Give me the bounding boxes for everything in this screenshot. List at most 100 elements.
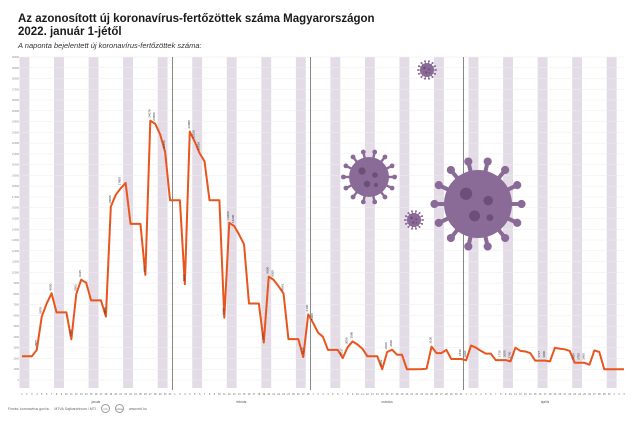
virus-spot <box>428 72 431 74</box>
day-tick-label: 23 <box>129 393 132 396</box>
y-tick-label: 6000 <box>13 314 19 317</box>
weekend-stripe <box>295 57 306 388</box>
virus-spot <box>415 222 418 224</box>
day-tick-label: 14 <box>238 393 241 396</box>
data-label: 1830 <box>458 349 462 356</box>
day-tick-label: 22 <box>124 393 127 396</box>
day-tick-label: 5 <box>194 393 196 396</box>
weekend-stripe <box>123 57 134 388</box>
day-tick-label: 8 <box>347 393 349 396</box>
day-tick-label: 16 <box>248 393 251 396</box>
virus-large-icon <box>430 157 526 251</box>
virus-spot <box>483 195 493 206</box>
virus-spike-tip <box>382 194 388 200</box>
day-tick-label: 28 <box>307 393 310 396</box>
day-tick-label: 23 <box>573 393 576 396</box>
day-tick-label: 28 <box>598 393 601 396</box>
day-tick-label: 11 <box>223 393 226 396</box>
data-label: 2128 <box>300 347 304 354</box>
virus-spot <box>412 221 415 224</box>
virus-spike-tip <box>404 222 407 225</box>
y-tick-label: 30000 <box>12 56 20 59</box>
virus-spike-tip <box>417 69 420 71</box>
data-label: 1002 <box>379 359 383 366</box>
data-labels: 2805 5879 8050 7983 9315 3785 5886 16095 17800 97… <box>34 109 586 366</box>
day-tick-label: 1 <box>312 393 314 396</box>
weekend-stripe <box>192 57 203 388</box>
weekend-stripe <box>364 57 375 388</box>
y-tick-label: 19000 <box>12 174 20 177</box>
day-tick-label: 26 <box>144 393 147 396</box>
grid-lines <box>22 56 624 381</box>
virus-spike-tip <box>464 157 473 166</box>
data-label: 9600 <box>266 267 270 274</box>
day-tick-label: 8 <box>500 393 502 396</box>
day-tick-label: 7 <box>204 393 206 396</box>
footer-source: Forrás: koronavirus.gov.hu <box>8 406 50 411</box>
virus-spike-tip <box>343 163 349 169</box>
day-tick-label: 22 <box>568 393 571 396</box>
day-tick-label: 15 <box>90 393 93 396</box>
data-label: 2805 <box>34 340 38 347</box>
virus-spike-tip <box>501 233 510 243</box>
data-label: 17800 <box>118 177 122 186</box>
chart-subtitle: A naponta bejelentett új koronavírus-fer… <box>18 41 202 50</box>
virus-spike-tip <box>501 165 510 175</box>
weekend-stripe <box>503 57 513 388</box>
day-tick-label: 12 <box>519 393 522 396</box>
y-tick-label: 23000 <box>12 131 20 134</box>
virus-spike-tip <box>434 218 443 227</box>
day-tick-label: 4 <box>480 393 482 396</box>
day-tick-label: 2 <box>179 393 181 396</box>
title-line-2: 2022. január 1-jétől <box>18 26 122 38</box>
day-tick-label: 20 <box>114 393 117 396</box>
day-tick-label: 21 <box>410 393 413 396</box>
month-label: április <box>541 400 550 404</box>
day-tick-label: 3 <box>31 393 33 396</box>
virus-spike-tip <box>464 242 473 251</box>
day-tick-label: 6 <box>199 393 201 396</box>
weekend-stripe <box>19 57 30 388</box>
day-tick-label: 6 <box>337 393 339 396</box>
virus-illustrations <box>341 60 526 251</box>
data-label: 22150 <box>192 130 196 139</box>
day-tick-label: 24 <box>287 393 290 396</box>
virus-spike-tip <box>392 174 397 180</box>
virus-spike-tip <box>424 60 427 63</box>
day-tick-label: 11 <box>514 393 517 396</box>
virus-spike-tip <box>427 60 430 63</box>
data-label: 3100 <box>429 337 433 344</box>
virus-spot <box>428 68 431 71</box>
data-label: 23800 <box>152 112 156 121</box>
virus-spike-tip <box>421 219 424 221</box>
data-label: 21059 <box>197 142 201 151</box>
y-axis-ticks: 0 1000 2000 3000 4000 5000 6000 7000 8000 9000 100… <box>12 56 20 382</box>
virus-spot <box>372 172 378 178</box>
weekend-stripe <box>330 57 341 388</box>
y-tick-label: 27000 <box>12 88 20 91</box>
data-label: 2820 <box>389 340 393 347</box>
day-tick-label: 19 <box>401 393 404 396</box>
day-tick-label: 9 <box>505 393 507 396</box>
virus-spike-tip <box>434 181 443 190</box>
day-tick-label: 21 <box>119 393 122 396</box>
virus-spot <box>410 216 413 220</box>
virus-body <box>420 63 434 77</box>
day-tick-label: 5 <box>485 393 487 396</box>
virus-spike-tip <box>404 219 407 221</box>
day-tick-label: 29 <box>603 393 606 396</box>
virus-spike-tip <box>427 77 430 80</box>
y-tick-label: 22000 <box>12 142 20 145</box>
day-tick-label: 14 <box>376 393 379 396</box>
virus-spike-tip <box>411 227 414 230</box>
data-label: 2600 <box>384 342 388 349</box>
day-tick-label: 3 <box>322 393 324 396</box>
virus-spike-tip <box>431 61 434 64</box>
footer-credit: MTVA Sajtóarchívum / MTI <box>54 406 96 411</box>
virus-spot <box>486 214 494 222</box>
virus-spike-tip <box>389 185 395 191</box>
day-tick-label: 23 <box>282 393 285 396</box>
y-tick-label: 14000 <box>12 228 20 231</box>
weekend-stripe <box>606 57 617 388</box>
virus-spike-tip <box>350 194 356 200</box>
